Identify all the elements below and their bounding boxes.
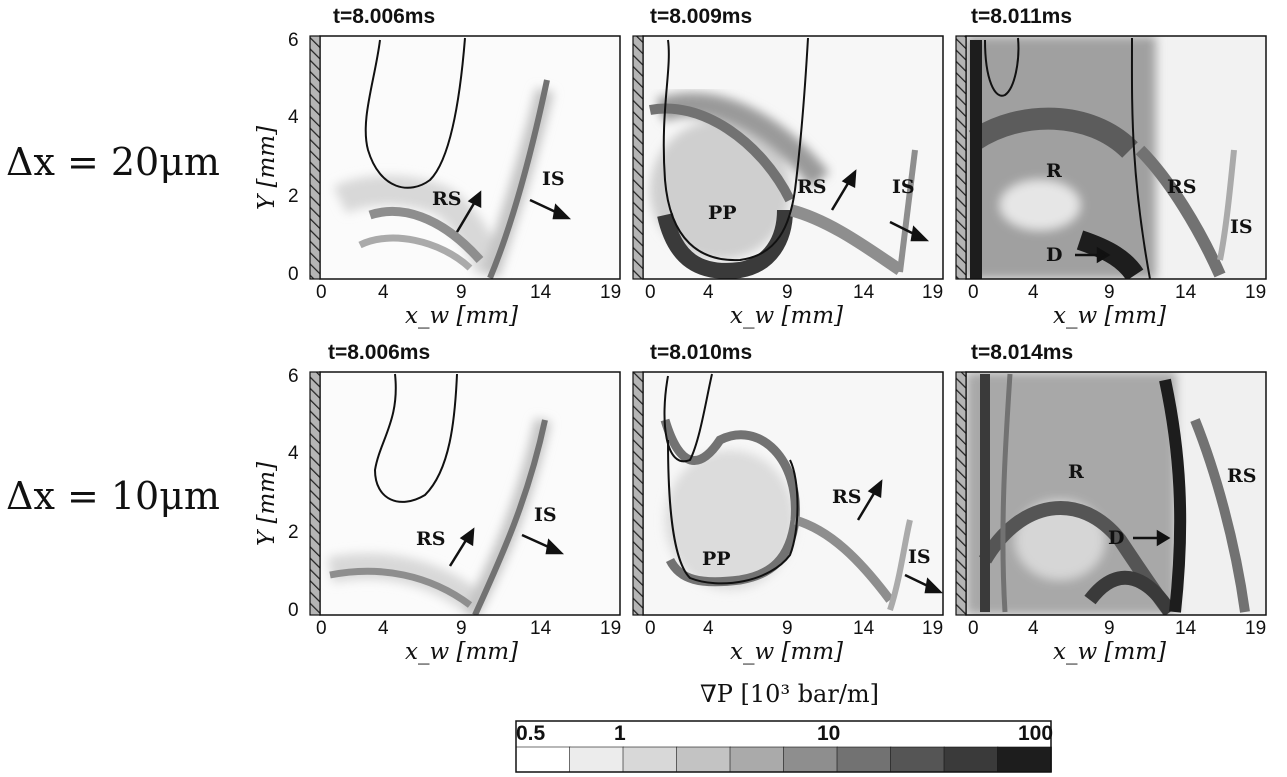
- y-tick: 2: [288, 522, 299, 543]
- x-tick: 9: [1104, 282, 1115, 303]
- annotation-is: IS: [534, 504, 557, 526]
- colorbar-swatch: [783, 746, 838, 773]
- x-tick: 0: [968, 618, 979, 639]
- x-tick: 14: [1175, 282, 1197, 303]
- annotation-d: D: [1108, 527, 1125, 549]
- x-tick: 19: [1245, 282, 1267, 303]
- y-tick: 0: [288, 264, 299, 285]
- annotation-arrows: [448, 169, 1171, 594]
- annotation-rs: RS: [832, 486, 862, 508]
- x-tick: 4: [1028, 618, 1039, 639]
- x-tick: 14: [530, 282, 552, 303]
- x-tick: 14: [853, 282, 875, 303]
- colorbar-swatch: [729, 746, 785, 773]
- y-tick: 4: [288, 443, 299, 464]
- x-tick: 0: [968, 282, 979, 303]
- x-tick: 9: [456, 282, 467, 303]
- y-tick: 0: [288, 600, 299, 621]
- contour-plot-5: [643, 372, 943, 615]
- x-tick: 4: [703, 618, 714, 639]
- x-tick: 14: [853, 618, 875, 639]
- x-tick: 4: [1028, 282, 1039, 303]
- annotation-r: R: [1068, 461, 1084, 483]
- x-tick: 0: [316, 282, 327, 303]
- x-tick: 9: [1104, 618, 1115, 639]
- row-label-2: Δx = 10μm: [6, 474, 220, 518]
- colorbar-tick: 0.5: [516, 722, 546, 745]
- x-tick: 0: [645, 282, 656, 303]
- x-tick: 19: [600, 282, 622, 303]
- x-tick: 19: [922, 282, 944, 303]
- colorbar-swatch: [676, 746, 731, 773]
- colorbar-title: ∇P [10³ bar/m]: [700, 680, 880, 708]
- panel-title-1: t=8.006ms: [333, 5, 436, 28]
- annotation-pp: PP: [702, 548, 731, 570]
- y-tick: 6: [288, 30, 299, 51]
- x-tick: 9: [782, 618, 793, 639]
- x-tick: 0: [645, 618, 656, 639]
- contour-plot-4: [320, 372, 620, 615]
- y-tick: 4: [288, 107, 299, 128]
- x-tick: 4: [378, 618, 389, 639]
- x-axis-label-6: x_w [mm]: [1053, 639, 1167, 665]
- contour-plot-2: [643, 36, 943, 279]
- annotation-is: IS: [1230, 216, 1253, 238]
- x-tick: 14: [1175, 618, 1197, 639]
- annotation-rs: RS: [1167, 176, 1197, 198]
- annotation-is: IS: [542, 168, 565, 190]
- x-tick: 19: [922, 618, 944, 639]
- annotation-is: IS: [892, 176, 915, 198]
- panel-title-6: t=8.014ms: [971, 341, 1074, 364]
- row-label-1: Δx = 20μm: [6, 140, 220, 184]
- colorbar-swatch: [836, 746, 892, 773]
- panel-title-5: t=8.010ms: [650, 341, 753, 364]
- colorbar-tick: 100: [1018, 722, 1054, 745]
- colorbar-swatch: [943, 746, 999, 773]
- hatched-walls: [309, 35, 967, 616]
- panel-title-3: t=8.011ms: [971, 5, 1073, 28]
- colorbar-swatch: [890, 746, 945, 773]
- x-axis-label-3: x_w [mm]: [1053, 303, 1167, 329]
- x-axis-label-5: x_w [mm]: [730, 639, 844, 665]
- y-tick: 6: [288, 366, 299, 387]
- x-tick: 19: [600, 618, 622, 639]
- x-tick: 14: [530, 618, 552, 639]
- colorbar-tick: 10: [817, 722, 841, 745]
- annotation-rs: RS: [1227, 465, 1257, 487]
- panel-title-2: t=8.009ms: [650, 5, 753, 28]
- panel-title-4: t=8.006ms: [328, 341, 431, 364]
- colorbar-tick: 1: [614, 722, 626, 745]
- annotation-is: IS: [908, 546, 931, 568]
- annotation-pp: PP: [708, 202, 737, 224]
- x-tick: 9: [782, 282, 793, 303]
- x-axis-label-2: x_w [mm]: [730, 303, 844, 329]
- x-axis-label-1: x_w [mm]: [405, 303, 519, 329]
- annotation-d: D: [1046, 244, 1063, 266]
- x-tick: 4: [378, 282, 389, 303]
- y-tick: 2: [288, 186, 299, 207]
- x-tick: 9: [456, 618, 467, 639]
- annotation-rs: RS: [797, 176, 827, 198]
- x-axis-label-4: x_w [mm]: [405, 639, 519, 665]
- annotation-rs: RS: [416, 528, 446, 550]
- x-tick: 4: [703, 282, 714, 303]
- colorbar-swatch: [515, 746, 571, 773]
- colorbar-swatch: [569, 746, 624, 773]
- contour-plot-3: [966, 36, 1266, 279]
- colorbar-swatch: [997, 746, 1052, 773]
- colorbar-gradient: [515, 746, 1052, 773]
- colorbar-frame: [515, 720, 1052, 773]
- contour-plot-6: [966, 372, 1266, 615]
- annotation-r: R: [1046, 160, 1062, 182]
- x-tick: 0: [316, 618, 327, 639]
- colorbar-swatch: [622, 746, 678, 773]
- y-axis-label-2: Y [mm]: [254, 461, 280, 546]
- x-tick: 19: [1245, 618, 1267, 639]
- contour-plot-1: [320, 36, 620, 279]
- y-axis-label-1: Y [mm]: [254, 125, 280, 210]
- annotation-rs: RS: [432, 188, 462, 210]
